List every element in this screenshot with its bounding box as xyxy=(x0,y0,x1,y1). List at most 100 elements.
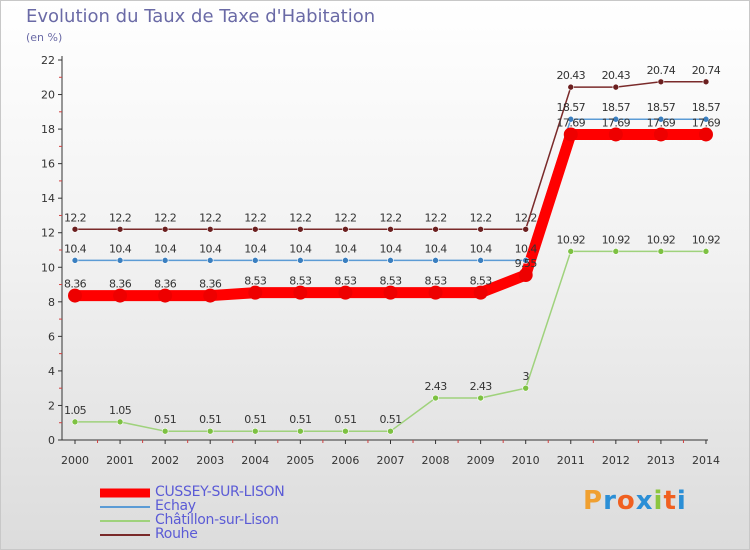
data-label: 20.43 xyxy=(602,69,631,82)
unit-label: (en %) xyxy=(26,31,63,44)
data-point xyxy=(473,285,488,300)
x-tick-label: 2011 xyxy=(557,454,585,467)
proxiti-logo: Proxiti xyxy=(583,486,687,516)
data-point xyxy=(161,257,169,264)
data-point xyxy=(657,115,665,123)
data-point xyxy=(612,248,620,255)
data-point xyxy=(432,225,439,233)
data-point xyxy=(206,225,214,233)
data-label: 8.53 xyxy=(289,275,312,288)
legend-swatch xyxy=(100,488,150,498)
y-tick-label: 16 xyxy=(41,158,55,171)
data-point xyxy=(387,257,394,264)
x-tick-label: 2012 xyxy=(602,454,630,467)
data-label: 1.05 xyxy=(64,404,87,417)
data-label: 8.53 xyxy=(334,275,357,288)
data-label: 17.69 xyxy=(647,116,676,129)
x-tick-label: 2004 xyxy=(241,454,269,467)
data-label: 10.4 xyxy=(244,242,267,255)
data-point xyxy=(608,127,623,142)
data-point xyxy=(203,288,218,303)
legend-label: Echay xyxy=(155,498,196,514)
data-label: 12.2 xyxy=(244,211,266,224)
x-tick-label: 2002 xyxy=(151,454,179,467)
data-point xyxy=(432,257,439,264)
y-tick-label: 6 xyxy=(48,330,55,343)
data-point xyxy=(116,257,124,264)
x-tick-label: 2009 xyxy=(467,454,495,467)
data-point xyxy=(432,394,439,402)
data-label: 8.36 xyxy=(154,278,177,291)
data-point xyxy=(387,225,394,233)
data-label: 12.2 xyxy=(109,211,131,224)
data-point xyxy=(116,225,124,233)
data-point xyxy=(567,83,575,91)
data-label: 10.92 xyxy=(557,233,586,246)
data-point xyxy=(342,257,349,264)
data-point xyxy=(387,427,394,435)
logo-letter: o xyxy=(616,486,636,516)
data-point xyxy=(113,288,128,303)
data-point xyxy=(477,257,484,264)
data-label: 0.51 xyxy=(289,413,311,426)
data-point xyxy=(702,248,710,255)
data-point xyxy=(518,268,533,283)
data-point xyxy=(71,225,79,233)
data-label: 8.36 xyxy=(64,278,87,291)
data-point xyxy=(297,427,304,435)
data-label: 10.4 xyxy=(334,242,357,255)
legend-swatch xyxy=(100,506,150,508)
legend-label: CUSSEY-SUR-LISON xyxy=(155,484,285,500)
data-point xyxy=(657,248,665,255)
data-label: 20.74 xyxy=(647,64,676,77)
data-point xyxy=(251,257,259,264)
data-label: 17.69 xyxy=(557,116,586,129)
data-label: 18.57 xyxy=(647,101,676,114)
data-label: 18.57 xyxy=(557,101,586,114)
chart-title: Evolution du Taux de Taxe d'Habitation xyxy=(26,6,376,27)
x-tick-label: 2014 xyxy=(692,454,720,467)
y-tick-label: 2 xyxy=(48,399,55,412)
data-label: 20.74 xyxy=(692,64,721,77)
data-label: 0.51 xyxy=(244,413,266,426)
data-point xyxy=(297,225,304,233)
data-label: 9.55 xyxy=(515,257,538,270)
data-point xyxy=(522,225,530,233)
data-label: 10.92 xyxy=(602,233,631,246)
data-point xyxy=(206,257,214,264)
data-label: 10.4 xyxy=(154,242,177,255)
data-label: 20.43 xyxy=(557,69,586,82)
data-point xyxy=(293,285,308,300)
data-label: 2.43 xyxy=(425,380,448,393)
legend-swatch xyxy=(100,520,150,522)
x-tick-label: 2006 xyxy=(331,454,359,467)
x-tick-label: 2001 xyxy=(106,454,134,467)
data-point xyxy=(338,285,353,300)
x-tick-label: 2008 xyxy=(422,454,450,467)
data-label: 10.4 xyxy=(425,242,448,255)
data-point xyxy=(342,427,349,435)
data-point xyxy=(477,225,484,233)
y-tick-label: 22 xyxy=(41,54,55,67)
data-label: 8.53 xyxy=(425,275,448,288)
data-label: 10.4 xyxy=(64,242,87,255)
data-point xyxy=(653,127,668,142)
data-point xyxy=(71,257,79,264)
data-label: 18.57 xyxy=(692,101,721,114)
data-point xyxy=(428,285,443,300)
data-point xyxy=(342,225,349,233)
data-point xyxy=(251,427,259,435)
data-label: 10.4 xyxy=(470,242,493,255)
data-label: 3 xyxy=(522,370,529,383)
data-point xyxy=(161,225,169,233)
logo-letter: P xyxy=(583,486,604,516)
x-tick-label: 2010 xyxy=(512,454,540,467)
logo-letter: x xyxy=(635,486,654,516)
data-point xyxy=(657,78,665,86)
data-point xyxy=(251,225,259,233)
x-tick-label: 2003 xyxy=(196,454,224,467)
data-point xyxy=(68,288,82,303)
data-label: 8.53 xyxy=(379,275,402,288)
data-point xyxy=(702,78,710,86)
